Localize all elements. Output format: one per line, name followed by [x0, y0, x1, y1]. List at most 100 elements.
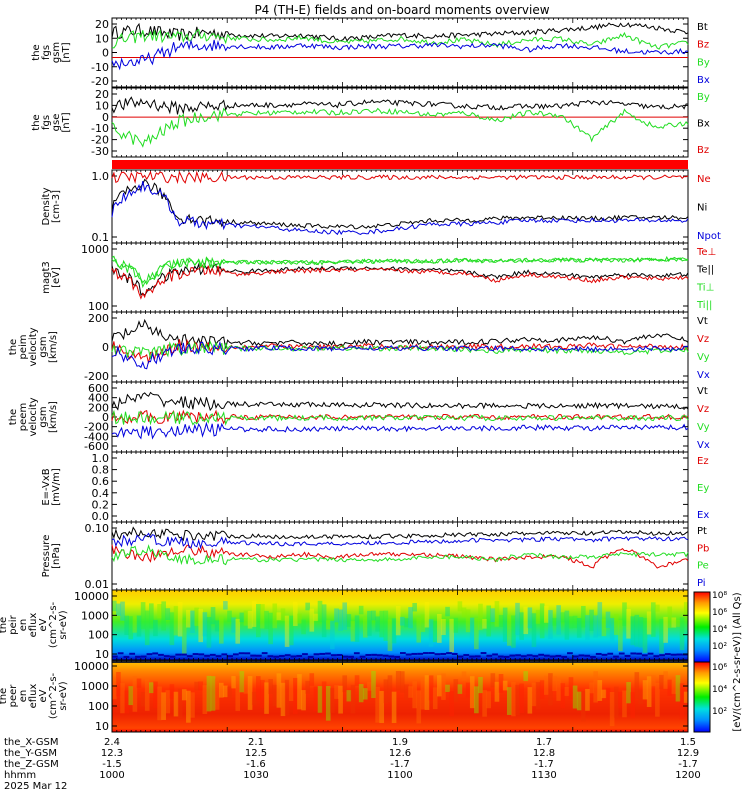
spectrogram-texture: [192, 653, 199, 656]
spectrogram-texture: [227, 686, 232, 699]
spectrogram-texture: [539, 680, 545, 699]
spectrogram-texture: [532, 655, 539, 658]
panel-label-line: velocity: [28, 327, 39, 366]
spectrogram-texture: [469, 676, 475, 709]
spectrogram-texture: [663, 616, 668, 643]
y-tick-label: 0.0: [92, 510, 110, 523]
legend-entry: Pi: [697, 578, 706, 589]
legend-entry: Npot: [697, 231, 721, 242]
spectrogram-texture: [641, 654, 648, 657]
y-tick-label: 1000: [81, 243, 109, 256]
panel-label: Pressure [nPa]: [41, 535, 62, 578]
spectrogram-texture: [535, 682, 541, 710]
spectrogram-texture: [128, 686, 134, 706]
y-tick-label: 10: [95, 720, 109, 733]
spectrogram-texture: [589, 609, 594, 631]
spectrogram-texture: [388, 655, 395, 658]
spectrogram-texture: [597, 680, 603, 701]
spectrogram-texture: [214, 620, 220, 632]
spectrogram-texture: [478, 676, 483, 694]
y-tick-label: 20: [95, 88, 109, 101]
spectrogram-texture: [548, 610, 553, 639]
panel-label-line: gsm: [51, 42, 62, 63]
spectrogram-texture: [486, 654, 493, 657]
spectrogram-texture: [132, 615, 138, 633]
spectrogram-texture: [412, 602, 417, 612]
spectrogram-texture: [367, 681, 372, 691]
y-tick-label: 100: [88, 629, 109, 642]
spectrogram-texture: [346, 690, 352, 702]
spectrogram-texture: [305, 680, 310, 694]
spectrogram-texture: [144, 677, 150, 711]
spectrogram-texture: [653, 655, 660, 658]
spectrogram-texture: [441, 673, 446, 700]
spectrogram-texture: [457, 601, 463, 612]
legend-entry: Vt: [697, 386, 708, 397]
series-line-vy: [111, 340, 689, 359]
spectrogram-texture: [416, 617, 422, 643]
series-line-npot: [111, 180, 689, 236]
panel-label: the peer en eflux eV (cm^2-s-sr-eV): [0, 672, 69, 719]
spectrogram-texture: [417, 652, 424, 655]
spectrogram-texture: [264, 682, 269, 714]
panel-label-line: [km/s]: [48, 401, 59, 433]
spectrogram-texture: [235, 618, 241, 644]
spectrogram-texture: [350, 621, 356, 642]
spectrogram-texture: [190, 692, 195, 718]
spectrogram-texture: [618, 652, 625, 655]
x-tick-value: 12.6: [389, 748, 411, 759]
spectrogram-texture: [276, 673, 282, 708]
spectrogram-texture: [169, 655, 176, 658]
spectrogram-texture: [319, 652, 326, 655]
spectrogram-texture: [350, 684, 356, 714]
spectrogram-texture: [400, 671, 405, 693]
spectrogram-texture: [593, 615, 598, 638]
y-tick-label: 200: [88, 401, 109, 414]
y-tick-label: 1.0: [92, 170, 110, 183]
spectrogram-texture: [250, 654, 256, 657]
spectrogram-texture: [293, 678, 298, 714]
spectrogram-texture: [348, 655, 354, 658]
spectrogram-texture: [441, 619, 446, 635]
legend-entry: Vz: [697, 334, 709, 345]
spectrogram-texture: [544, 654, 550, 657]
spectrogram-texture: [395, 606, 401, 636]
figure-title: P4 (TH-E) fields and on-board moments ov…: [254, 3, 549, 17]
spectrogram-texture: [630, 652, 637, 655]
spectrogram-texture: [128, 616, 134, 640]
spectrogram-texture: [618, 620, 623, 652]
spectrogram-texture: [394, 655, 400, 658]
panel-label-line: peem: [18, 403, 29, 431]
panel-label-line: en: [18, 690, 29, 703]
spectrogram-texture: [296, 655, 303, 658]
spectrogram-texture: [411, 652, 418, 655]
spectrogram-texture: [578, 654, 585, 657]
spectrogram-texture: [494, 601, 500, 627]
legend-entry: By: [697, 92, 710, 103]
spectrogram-texture: [132, 676, 138, 712]
spectrogram-texture: [284, 679, 290, 716]
spectrogram-texture: [293, 601, 298, 626]
spectrogram-texture: [556, 677, 561, 701]
panel-label-line: [nPa]: [51, 543, 62, 569]
spectrogram-texture: [613, 655, 619, 658]
series-line-pe: [111, 544, 689, 566]
spectrogram-texture: [671, 677, 677, 694]
y-tick-label: 100: [88, 300, 109, 313]
y-tick-label: 10000: [74, 660, 109, 673]
x-tick-value: -1.7: [678, 759, 698, 770]
spectrogram-texture: [206, 617, 212, 648]
colorbar-bottom: [693, 661, 711, 733]
panel-frame: [111, 381, 689, 453]
spectrogram-texture: [503, 655, 510, 658]
panel-label-line: the: [0, 688, 9, 704]
spectrogram-texture: [146, 653, 153, 656]
spectrogram-texture: [451, 652, 458, 655]
spectrogram-texture: [261, 652, 268, 655]
panel-label-line: eV: [38, 689, 49, 702]
spectrogram-texture: [469, 655, 475, 658]
y-tick-label: 400: [88, 392, 109, 405]
spectrogram-texture: [221, 653, 228, 656]
x-axis-row-label: the_Z-GSM: [4, 759, 59, 770]
